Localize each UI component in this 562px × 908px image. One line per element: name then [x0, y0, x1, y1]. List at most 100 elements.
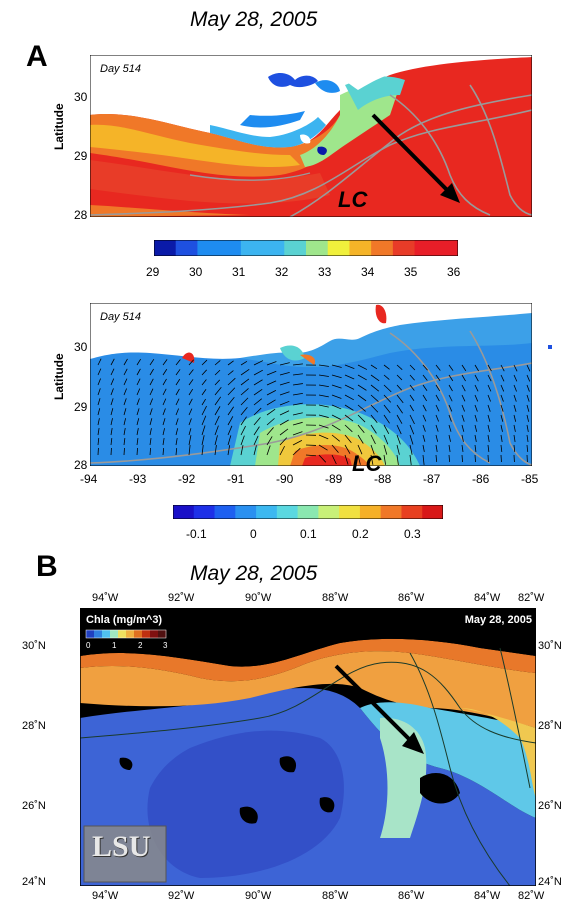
velocity-vector — [383, 394, 392, 403]
velocity-vector — [435, 434, 439, 442]
velocity-colorbar-graphic — [172, 504, 444, 520]
velocity-vector — [461, 424, 465, 432]
velocity-vector — [344, 424, 353, 433]
salinity-colorbar-swatch — [392, 240, 416, 256]
velocity-vector — [162, 428, 165, 436]
velocity-vector — [435, 404, 440, 412]
velocity-vector — [175, 378, 181, 386]
velocity-vector — [240, 407, 248, 416]
velocity-vector — [266, 445, 271, 456]
salinity-colorbar-swatch — [414, 240, 437, 256]
chla-legend-swatch — [86, 630, 95, 638]
velocity-colorbar-swatch — [318, 505, 340, 519]
velocity-vector — [240, 397, 249, 406]
lon-tick: 90˚W — [245, 890, 272, 902]
velocity-vector — [175, 388, 180, 396]
velocity-vector — [253, 369, 263, 376]
velocity-vector — [266, 408, 276, 416]
velocity-vector — [279, 381, 290, 386]
panel-b-label: B — [36, 550, 58, 583]
lat-tick-29: 29 — [74, 149, 88, 163]
velocity-vector — [422, 364, 428, 371]
velocity-vector — [149, 408, 153, 416]
velocity-vector — [422, 424, 426, 432]
velocity-vector — [331, 444, 339, 453]
velocity-vector — [110, 428, 113, 436]
velocity-vector — [370, 424, 377, 434]
velocity-vector — [214, 396, 222, 406]
chla-legend-swatch — [94, 630, 103, 638]
velocity-vector — [175, 438, 178, 446]
velocity-vector — [266, 427, 274, 436]
velocity-vector — [253, 426, 260, 436]
velocity-vector — [383, 444, 388, 455]
velocity-vector — [175, 359, 181, 366]
sal-tick: 29 — [146, 265, 160, 279]
velocity-vector — [448, 454, 451, 463]
velocity-vector — [461, 434, 464, 442]
velocity-vector — [175, 408, 180, 416]
velocity-vector — [227, 360, 234, 366]
velocity-vector — [110, 358, 115, 366]
velocity-vector — [500, 424, 503, 432]
velocity-vector — [279, 437, 288, 446]
velocity-vector — [383, 374, 390, 380]
velocity-vector — [474, 424, 478, 432]
velocity-vector — [227, 397, 235, 406]
velocity-vector — [136, 378, 141, 386]
velocity-vector — [396, 454, 399, 465]
velocity-vector — [396, 424, 402, 435]
velocity-vector — [448, 414, 452, 422]
velocity-vector — [409, 434, 414, 445]
lon-tick: -92 — [178, 472, 196, 486]
velocity-vector — [435, 414, 439, 422]
velocity-vector — [448, 374, 454, 382]
velocity-vector — [175, 447, 178, 456]
velocity-vector — [149, 418, 153, 426]
velocity-vector — [240, 416, 247, 426]
velocity-vector — [136, 418, 140, 426]
velocity-vector — [201, 425, 206, 436]
vel-tick: 0 — [250, 527, 257, 541]
velocity-vector — [487, 364, 492, 372]
chla-tick: 2 — [138, 641, 143, 650]
vel-tick: -0.1 — [186, 527, 207, 541]
velocity-vector — [357, 404, 366, 412]
velocity-vector — [409, 364, 416, 371]
velocity-vector — [266, 361, 277, 366]
salinity-colorbar — [153, 239, 459, 257]
velocity-vector — [318, 374, 329, 377]
velocity-vector — [175, 369, 181, 376]
velocity-vector — [487, 434, 490, 442]
lon-tick: 84˚W — [474, 592, 501, 604]
velocity-vector — [149, 447, 151, 456]
salinity-map-graphic — [89, 54, 533, 218]
velocity-vector — [370, 414, 378, 424]
velocity-vector — [383, 414, 390, 424]
velocity-vector — [383, 384, 392, 393]
salinity-colorbar-swatch — [436, 240, 459, 256]
lon-ticks: -94 -93 -92 -91 -90 -89 -88 -87 -86 -85 — [80, 472, 550, 488]
lon-tick: -91 — [227, 472, 245, 486]
velocity-vector — [500, 384, 505, 392]
velocity-vector — [513, 444, 516, 453]
velocity-vector — [123, 447, 125, 456]
velocity-vector — [201, 359, 208, 366]
velocity-vector — [487, 414, 491, 422]
velocity-vector — [292, 363, 303, 366]
velocity-vector — [214, 435, 218, 446]
salinity-colorbar-swatch — [197, 240, 220, 256]
velocity-vector — [344, 374, 355, 380]
velocity-vector — [422, 434, 426, 442]
velocity-vector — [162, 418, 166, 426]
velocity-vector — [279, 391, 290, 396]
velocity-vector — [344, 444, 351, 454]
velocity-vector — [318, 424, 329, 429]
lat-tick: 28˚N — [538, 720, 562, 732]
velocity-vector — [396, 394, 404, 404]
velocity-vector — [344, 364, 355, 369]
velocity-vector — [253, 398, 263, 406]
velocity-vector — [344, 454, 349, 465]
velocity-vector — [162, 408, 166, 416]
velocity-vector — [136, 447, 138, 456]
